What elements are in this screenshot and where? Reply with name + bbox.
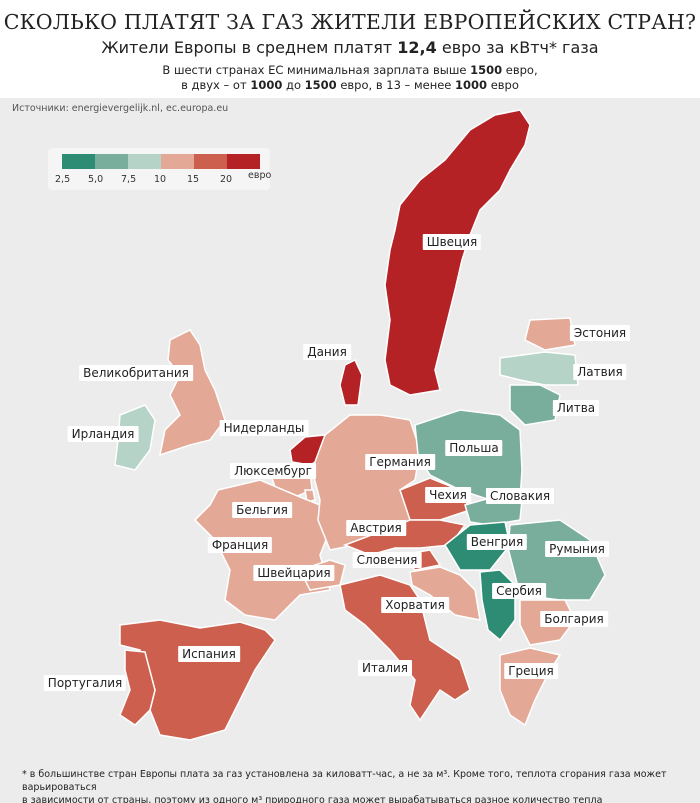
country-shape (339, 574, 471, 722)
country-label: Люксембург (230, 463, 316, 479)
note-text: евро (487, 78, 519, 92)
country-shape (409, 566, 481, 621)
country-shape (524, 317, 576, 351)
country-label: Эстония (569, 325, 631, 341)
note-value: 1500 (304, 78, 337, 92)
note-text: евро, (502, 63, 538, 77)
subtitle-text: евро за кВтч* газа (436, 38, 599, 57)
country-label: Франция (207, 537, 273, 553)
country-label: Дания (303, 344, 351, 360)
country-label: Сербия (492, 583, 546, 599)
footnote-line: * в большинстве стран Европы плата за га… (22, 769, 667, 793)
legend-tick: 10 (154, 174, 167, 185)
country-shape (339, 358, 363, 406)
title: СКОЛЬКО ПЛАТЯТ ЗА ГАЗ ЖИТЕЛИ ЕВРОПЕЙСКИХ… (3, 10, 697, 34)
country-shape (507, 519, 606, 601)
legend-swatch (128, 154, 161, 169)
country-shape (304, 489, 316, 503)
note-text: евро, в 13 – менее (336, 78, 456, 92)
country-shape (159, 329, 226, 457)
country-shape (479, 569, 516, 642)
country-label: Ирландия (67, 426, 139, 442)
country-label: Хорватия (381, 597, 449, 613)
country-label: Румыния (545, 541, 609, 557)
note-value: 1000 (455, 78, 488, 92)
country-shape (499, 351, 579, 386)
country-label: Польша (445, 440, 503, 456)
country-label: Португалия (43, 675, 127, 691)
sources: Источники: energievergelijk.nl, ec.europ… (12, 103, 229, 114)
legend-swatch (227, 154, 260, 169)
note-text: до (282, 78, 305, 92)
legend-swatch (161, 154, 194, 169)
footnote-line: в зависимости от страны, поэтому из одно… (22, 795, 603, 803)
country-shape (384, 109, 531, 396)
country-label: Испания (178, 646, 240, 662)
note-text: В шести странах ЕС минимальная зарплата … (162, 63, 471, 77)
legend-tick: 20 (220, 174, 233, 185)
country-shape (119, 649, 156, 726)
country-label: Швейцария (253, 565, 335, 581)
country-label: Венгрия (466, 534, 528, 550)
country-label: Чехия (425, 487, 471, 503)
subtitle-text: Жители Европы в среднем платят (101, 38, 398, 57)
legend: 2,5 5,0 7,5 10 15 20 евро (48, 148, 272, 190)
legend-tick: 7,5 (121, 174, 137, 185)
country-label: Латвия (573, 364, 627, 380)
legend-swatch (95, 154, 128, 169)
country-label: Австрия (346, 520, 406, 536)
country-label: Италия (357, 660, 413, 676)
legend-swatch (194, 154, 227, 169)
country-shape (509, 384, 561, 426)
country-label: Греция (504, 663, 558, 679)
note-value: 1500 (470, 63, 503, 77)
legend-unit: евро (248, 170, 272, 181)
country-label: Болгария (540, 611, 608, 627)
legend-swatch (62, 154, 95, 169)
country-label: Словения (352, 552, 422, 568)
country-label: Великобритания (79, 365, 193, 381)
note-value: 1000 (250, 78, 283, 92)
country-label: Германия (365, 454, 435, 470)
country-label: Нидерланды (219, 420, 309, 436)
legend-tick: 2,5 (55, 174, 71, 185)
subtitle: Жители Европы в среднем платят 12,4 евро… (0, 38, 700, 57)
legend-tick: 5,0 (88, 174, 104, 185)
country-label: Швеция (422, 234, 482, 250)
header: СКОЛЬКО ПЛАТЯТ ЗА ГАЗ ЖИТЕЛИ ЕВРОПЕЙСКИХ… (0, 0, 700, 98)
average-price: 12,4 (397, 38, 437, 57)
note-text: в двух – от (181, 78, 251, 92)
wage-note: В шести странах ЕС минимальная зарплата … (0, 63, 700, 93)
country-shape (499, 647, 562, 727)
footnote: * в большинстве стран Европы плата за га… (22, 768, 700, 803)
country-label: Словакия (485, 488, 555, 504)
country-label: Литва (552, 400, 600, 416)
legend-tick: 15 (187, 174, 200, 185)
country-label: Бельгия (232, 502, 292, 518)
